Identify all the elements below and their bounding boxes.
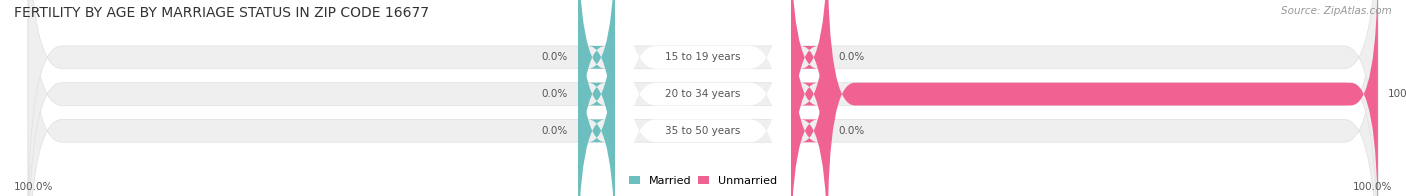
Text: 0.0%: 0.0% — [838, 52, 865, 62]
FancyBboxPatch shape — [828, 0, 1378, 196]
FancyBboxPatch shape — [616, 0, 790, 196]
Text: FERTILITY BY AGE BY MARRIAGE STATUS IN ZIP CODE 16677: FERTILITY BY AGE BY MARRIAGE STATUS IN Z… — [14, 6, 429, 20]
FancyBboxPatch shape — [616, 0, 790, 196]
FancyBboxPatch shape — [28, 0, 1378, 196]
FancyBboxPatch shape — [578, 0, 616, 193]
Text: 100.0%: 100.0% — [1388, 89, 1406, 99]
FancyBboxPatch shape — [578, 0, 616, 196]
Text: 0.0%: 0.0% — [541, 89, 568, 99]
FancyBboxPatch shape — [790, 0, 828, 196]
FancyBboxPatch shape — [790, 0, 828, 193]
Text: 15 to 19 years: 15 to 19 years — [665, 52, 741, 62]
FancyBboxPatch shape — [578, 0, 616, 196]
Text: 0.0%: 0.0% — [838, 126, 865, 136]
Text: 0.0%: 0.0% — [541, 126, 568, 136]
Legend: Married, Unmarried: Married, Unmarried — [624, 172, 782, 191]
FancyBboxPatch shape — [790, 0, 828, 196]
Text: 20 to 34 years: 20 to 34 years — [665, 89, 741, 99]
Text: 35 to 50 years: 35 to 50 years — [665, 126, 741, 136]
Text: 0.0%: 0.0% — [541, 52, 568, 62]
Text: 100.0%: 100.0% — [14, 182, 53, 192]
Text: Source: ZipAtlas.com: Source: ZipAtlas.com — [1281, 6, 1392, 16]
FancyBboxPatch shape — [616, 0, 790, 196]
FancyBboxPatch shape — [28, 0, 1378, 196]
Text: 100.0%: 100.0% — [1353, 182, 1392, 192]
FancyBboxPatch shape — [28, 0, 1378, 196]
